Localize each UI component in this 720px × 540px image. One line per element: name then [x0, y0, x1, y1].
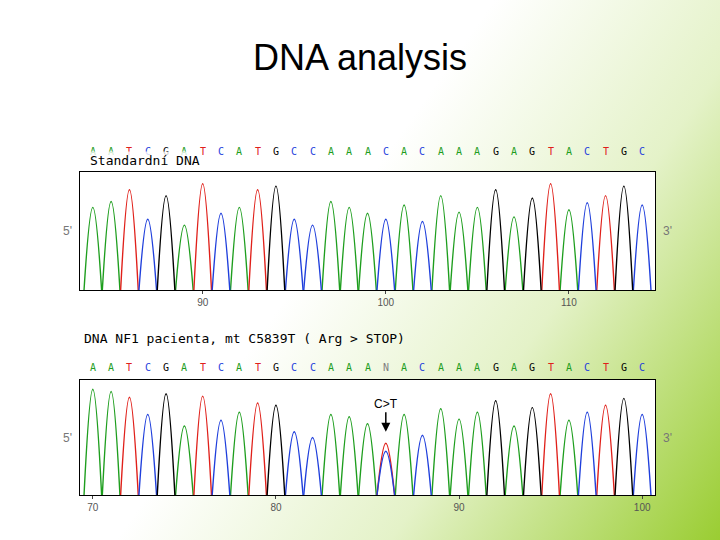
- svg-text:Standardní DNA: Standardní DNA: [90, 153, 200, 168]
- svg-text:C: C: [310, 362, 316, 373]
- svg-text:A: A: [346, 146, 352, 157]
- svg-text:100: 100: [377, 297, 394, 308]
- svg-text:A: A: [566, 362, 572, 373]
- svg-text:DNA NF1 pacienta, mt C5839T (: DNA NF1 pacienta, mt C5839T ( Arg > STOP…: [84, 331, 405, 346]
- svg-text:T: T: [200, 146, 206, 157]
- svg-text:A: A: [438, 146, 444, 157]
- svg-text:G: G: [529, 362, 535, 373]
- svg-text:G: G: [273, 362, 279, 373]
- svg-text:T: T: [126, 146, 132, 157]
- svg-text:C: C: [218, 362, 224, 373]
- svg-text:C: C: [639, 146, 645, 157]
- svg-text:A: A: [474, 146, 480, 157]
- svg-text:A: A: [328, 146, 334, 157]
- svg-text:C: C: [310, 146, 316, 157]
- svg-text:C: C: [145, 146, 151, 157]
- svg-text:A: A: [108, 362, 114, 373]
- svg-text:A: A: [328, 362, 334, 373]
- svg-text:C: C: [218, 146, 224, 157]
- svg-text:A: A: [474, 362, 480, 373]
- svg-text:A: A: [438, 362, 444, 373]
- svg-text:T: T: [200, 362, 206, 373]
- svg-text:A: A: [181, 362, 187, 373]
- svg-text:3': 3': [663, 224, 672, 238]
- svg-text:A: A: [236, 362, 242, 373]
- svg-text:5': 5': [63, 431, 72, 445]
- svg-text:A: A: [365, 146, 371, 157]
- svg-text:A: A: [365, 362, 371, 373]
- svg-text:A: A: [90, 362, 96, 373]
- svg-text:T: T: [126, 362, 132, 373]
- svg-text:C: C: [584, 362, 590, 373]
- svg-text:A: A: [511, 146, 517, 157]
- svg-text:T: T: [548, 362, 554, 373]
- svg-text:G: G: [621, 362, 627, 373]
- svg-text:G: G: [493, 146, 499, 157]
- svg-text:G: G: [273, 146, 279, 157]
- svg-text:90: 90: [453, 502, 465, 513]
- svg-text:T: T: [603, 362, 609, 373]
- svg-text:T: T: [548, 146, 554, 157]
- svg-text:3': 3': [663, 431, 672, 445]
- svg-text:C: C: [291, 362, 297, 373]
- svg-text:70: 70: [87, 502, 99, 513]
- svg-text:90: 90: [197, 297, 209, 308]
- svg-text:A: A: [90, 146, 96, 157]
- svg-text:A: A: [181, 146, 187, 157]
- svg-text:A: A: [511, 362, 517, 373]
- svg-text:G: G: [163, 362, 169, 373]
- svg-text:A: A: [456, 362, 462, 373]
- svg-text:A: A: [401, 362, 407, 373]
- svg-text:C: C: [145, 362, 151, 373]
- svg-text:5': 5': [63, 224, 72, 238]
- svg-text:C>T: C>T: [374, 397, 398, 411]
- svg-text:C: C: [291, 146, 297, 157]
- svg-text:A: A: [401, 146, 407, 157]
- svg-text:C: C: [584, 146, 590, 157]
- svg-text:N: N: [383, 362, 389, 373]
- svg-text:G: G: [493, 362, 499, 373]
- svg-text:A: A: [566, 146, 572, 157]
- svg-text:G: G: [621, 146, 627, 157]
- svg-text:C: C: [419, 146, 425, 157]
- svg-text:T: T: [603, 146, 609, 157]
- svg-text:C: C: [419, 362, 425, 373]
- svg-text:G: G: [163, 146, 169, 157]
- svg-text:A: A: [456, 146, 462, 157]
- svg-text:100: 100: [634, 502, 651, 513]
- svg-text:G: G: [529, 146, 535, 157]
- svg-text:80: 80: [270, 502, 282, 513]
- svg-text:DNA analysis: DNA analysis: [253, 37, 467, 78]
- svg-text:T: T: [255, 146, 261, 157]
- svg-text:A: A: [346, 362, 352, 373]
- svg-text:110: 110: [561, 297, 577, 308]
- svg-text:A: A: [108, 146, 114, 157]
- svg-text:A: A: [236, 146, 242, 157]
- svg-text:C: C: [639, 362, 645, 373]
- svg-text:T: T: [255, 362, 261, 373]
- svg-text:C: C: [383, 146, 389, 157]
